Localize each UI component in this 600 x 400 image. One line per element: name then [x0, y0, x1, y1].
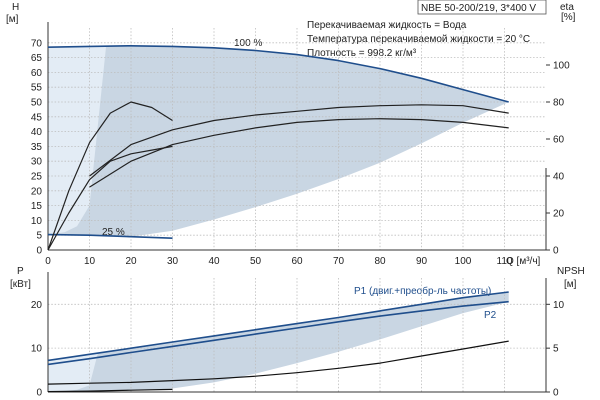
annotation-speed-100: 100 %: [234, 38, 262, 49]
top-y2-tick-label: 80: [553, 98, 565, 109]
bottom-y2-tick-label: 0: [553, 388, 559, 399]
top-y-tick-label: 40: [31, 127, 43, 138]
top-operating-area: [48, 45, 509, 237]
bottom-series-line-3: [47, 388, 173, 393]
bottom-y-tick-label: 20: [31, 300, 43, 311]
top-y2-tick-label: 20: [553, 209, 565, 220]
top-y-tick-label: 45: [31, 112, 43, 123]
top-series-line-4: [89, 104, 509, 177]
top-x-tick-label: 110: [497, 256, 513, 267]
bottom-y-tick-label: 0: [36, 388, 42, 399]
top-series-line-5: [89, 118, 509, 188]
top-x-tick-label: 100: [455, 256, 472, 267]
series-label-p1: P1 (двиг.+преобр-ль частоты): [354, 285, 491, 297]
bottom-series-line-0: [47, 291, 509, 362]
top-y-tick-label: 70: [31, 38, 43, 49]
bottom-y-tick-label: 10: [31, 344, 43, 355]
top-x-axis-label: Q [м³/ч]: [506, 256, 541, 267]
top-y-tick-label: 10: [31, 216, 43, 227]
top-y-tick-label: 20: [31, 186, 43, 197]
top-series-line-3: [47, 145, 173, 251]
top-x-tick-label: 20: [125, 256, 137, 267]
bottom-y2-tick-label: 5: [553, 344, 559, 355]
top-y2-tick-label: 0: [553, 246, 559, 257]
bottom-series-line-1: [47, 300, 509, 366]
top-y2-axis-label: eta: [560, 2, 574, 13]
top-y2-tick-label: 100: [553, 61, 570, 72]
top-series-line-2: [47, 101, 173, 251]
bottom-y-axis-label: P: [17, 266, 24, 277]
top-x-tick-label: 90: [416, 256, 428, 267]
info-line-liquid: Перекачиваемая жидкость = Вода: [307, 20, 467, 31]
top-y-tick-label: 60: [31, 68, 43, 79]
bottom-y2-tick-label: 10: [553, 300, 565, 311]
top-y-tick-label: 30: [31, 157, 43, 168]
top-y-tick-label: 15: [31, 201, 43, 212]
annotation-speed-25: 25 %: [102, 227, 125, 238]
chart-title: NBE 50-200/219, 3*400 V: [421, 3, 536, 14]
top-x-tick-label: 30: [167, 256, 179, 267]
bottom-y2-axis-label: NPSH: [557, 266, 585, 277]
info-line-density: Плотность = 998.2 кг/м³: [307, 48, 417, 59]
top-y2-tick-label: 60: [553, 135, 565, 146]
top-series-line-0: [47, 44, 509, 103]
top-x-tick-label: 40: [208, 256, 220, 267]
top-x-tick-label: 0: [45, 256, 51, 267]
top-series-line-1: [47, 233, 173, 239]
top-y-tick-label: 35: [31, 142, 43, 153]
top-y2-axis-unit: [%]: [561, 12, 576, 23]
top-y-axis-unit: [м]: [6, 14, 19, 25]
top-x-tick-label: 70: [333, 256, 345, 267]
top-y-tick-label: 0: [36, 246, 42, 257]
bottom-operating-area: [48, 292, 509, 392]
top-x-tick-label: 50: [250, 256, 262, 267]
bottom-y2-axis-unit: [м]: [564, 279, 577, 290]
top-y-tick-label: 55: [31, 83, 43, 94]
top-x-tick-label: 80: [374, 256, 386, 267]
chart-title-box: [417, 0, 547, 15]
bottom-series-line-2: [47, 340, 509, 385]
top-x-tick-label: 10: [84, 256, 96, 267]
info-line-temperature: Температура перекачиваемой жидкости = 20…: [307, 34, 530, 45]
top-x-tick-label: 60: [291, 256, 303, 267]
top-y-tick-label: 5: [36, 231, 42, 242]
top-y-axis-label: H: [12, 2, 19, 13]
top-y2-tick-label: 40: [553, 172, 565, 183]
top-y-tick-label: 25: [31, 172, 43, 183]
top-left-strip: [48, 46, 107, 235]
bottom-y-axis-unit: [кВт]: [10, 279, 31, 290]
top-y-tick-label: 50: [31, 98, 43, 109]
top-y-tick-label: 65: [31, 53, 43, 64]
series-label-p2: P2: [484, 310, 497, 321]
